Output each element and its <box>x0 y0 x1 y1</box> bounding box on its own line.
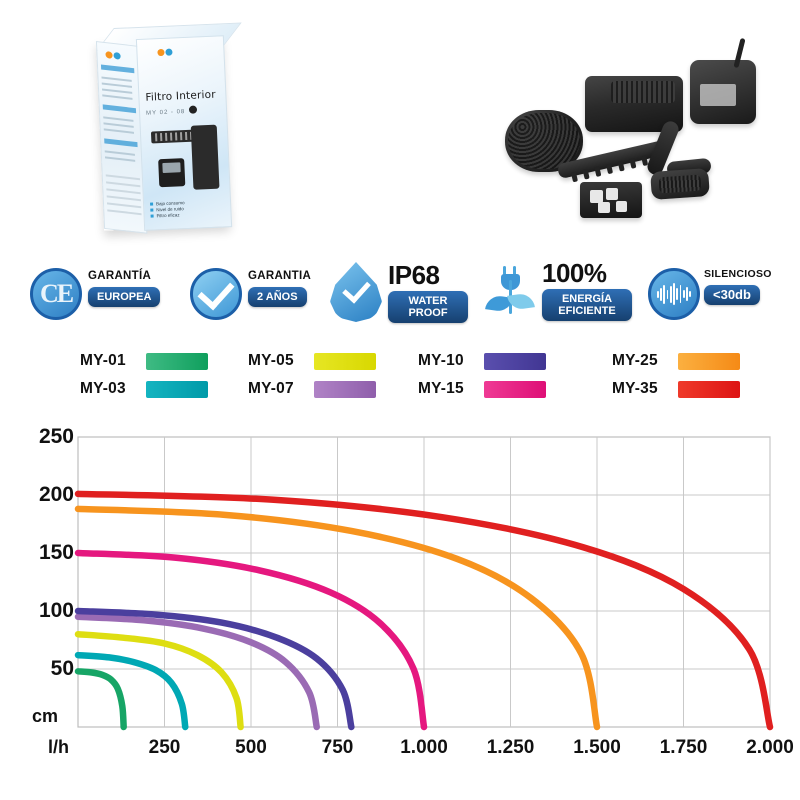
check-circle-icon <box>190 268 242 320</box>
curve-my-03 <box>74 651 189 731</box>
pump-motor-part <box>690 60 756 124</box>
x-axis-tick-label: 750 <box>321 737 354 758</box>
curve-my-15 <box>74 549 428 731</box>
ce-mark-icon: CE <box>30 268 82 320</box>
legend-label: MY-35 <box>612 380 658 397</box>
x-axis-tick-label: 250 <box>148 737 181 758</box>
legend-label: MY-01 <box>80 352 126 369</box>
badge-100-percent-text: 100% <box>542 258 607 288</box>
legend-label: MY-15 <box>418 380 464 397</box>
legend-label: MY-03 <box>80 380 126 397</box>
box-feature-bullets: Bajo consumo Nivel de ruido Filtro efica… <box>150 200 185 219</box>
box-front-face: Filtro Interior MY 02 - 08 Bajo consumo … <box>135 35 233 231</box>
legend-label: MY-05 <box>248 352 294 369</box>
y-axis-tick-label: 150 <box>38 541 74 564</box>
x-axis-tick-label: 1.500 <box>573 737 621 758</box>
legend-item-my-07[interactable]: MY-07 <box>248 380 376 398</box>
legend-swatch <box>484 352 546 370</box>
badge-ip68-text: IP68 <box>388 260 440 290</box>
sound-wave-icon <box>648 268 700 320</box>
legend-item-my-25[interactable]: MY-25 <box>612 352 740 370</box>
x-axis-tick-label: 500 <box>235 737 267 758</box>
x-axis-tick-label: 1.250 <box>486 737 535 758</box>
legend-item-my-03[interactable]: MY-03 <box>80 380 208 398</box>
badge-ce-top-text: GARANTÍA <box>88 270 152 282</box>
filter-parts-photo <box>505 37 756 222</box>
badge-ce-europea: CE GARANTÍA EUROPEA <box>30 256 190 328</box>
legend-item-my-01[interactable]: MY-01 <box>80 352 208 370</box>
badge-warranty-top-text: GARANTIA <box>248 270 312 282</box>
legend-swatch <box>146 380 208 398</box>
badge-silencioso: SILENCIOSO <30db <box>648 256 798 328</box>
filter-lid-part <box>650 168 710 200</box>
badge-energia-eficiente: 100% ENERGÍA EFICIENTE <box>485 256 678 328</box>
legend-swatch <box>678 352 740 370</box>
legend-item-my-05[interactable]: MY-05 <box>248 352 376 370</box>
x-axis-unit-label: l/h <box>48 737 69 757</box>
badge-energy-pill: ENERGÍA EFICIENTE <box>542 289 632 321</box>
legend-swatch <box>146 352 208 370</box>
y-axis-tick-label: 50 <box>50 657 74 680</box>
box-product-subtitle: MY 02 - 08 <box>146 105 198 117</box>
legend-item-my-35[interactable]: MY-35 <box>612 380 740 398</box>
y-axis-unit-label: cm <box>32 706 59 726</box>
legend-item-my-10[interactable]: MY-10 <box>418 352 546 370</box>
product-photo-section: Filtro Interior MY 02 - 08 Bajo consumo … <box>0 0 800 250</box>
sponge-filter-part <box>505 110 583 172</box>
curve-my-10 <box>74 607 355 731</box>
water-drop-check-icon <box>330 262 382 322</box>
media-tray-part <box>580 182 642 218</box>
legend-swatch <box>484 380 546 398</box>
model-legend: MY-01 MY-03 MY-05 MY-07 MY-10 MY-15 MY-2… <box>0 348 800 416</box>
legend-label: MY-25 <box>612 352 658 369</box>
retail-box: Filtro Interior MY 02 - 08 Bajo consumo … <box>95 22 242 234</box>
feature-badges-row: CE GARANTÍA EUROPEA GARANTIA 2 AÑOS IP68… <box>0 256 800 334</box>
x-axis-tick-label: 1.750 <box>659 737 708 758</box>
badge-waterproof-pill: WATER PROOF <box>388 291 468 323</box>
curve-my-01 <box>74 668 127 731</box>
performance-chart <box>0 420 800 780</box>
curve-my-25 <box>74 505 601 731</box>
y-axis-tick-label: 250 <box>38 425 74 448</box>
legend-swatch <box>314 380 376 398</box>
curve-my-07 <box>74 613 320 731</box>
curve-my-35 <box>74 490 774 731</box>
pump-display-illustration <box>158 158 186 188</box>
badge-ip68-waterproof: IP68 WATER PROOF <box>330 256 490 328</box>
badge-db-pill: <30db <box>704 285 760 305</box>
badge-garantia-2-anos: GARANTIA 2 AÑOS <box>190 256 350 328</box>
legend-label: MY-07 <box>248 380 294 397</box>
chart-svg <box>74 436 774 731</box>
box-product-illustration <box>150 124 224 193</box>
curve-my-05 <box>74 630 244 731</box>
y-axis-tick-label: 100 <box>38 599 74 622</box>
legend-swatch <box>678 380 740 398</box>
badge-silencioso-top-text: SILENCIOSO <box>704 268 772 280</box>
plant-plug-icon <box>485 266 535 316</box>
legend-item-my-15[interactable]: MY-15 <box>418 380 546 398</box>
x-axis-tick-label: 1.000 <box>400 737 448 758</box>
y-axis-tick-label: 200 <box>38 483 74 506</box>
legend-label: MY-10 <box>418 352 464 369</box>
badge-ce-pill: EUROPEA <box>88 287 161 307</box>
x-axis-tick-label: 2.000 <box>746 737 794 758</box>
legend-swatch <box>314 352 376 370</box>
pump-body-illustration <box>190 124 220 190</box>
product-box-photo: Filtro Interior MY 02 - 08 Bajo consumo … <box>78 22 268 247</box>
box-product-title: Filtro Interior <box>145 88 217 104</box>
badge-warranty-pill: 2 AÑOS <box>248 287 307 307</box>
